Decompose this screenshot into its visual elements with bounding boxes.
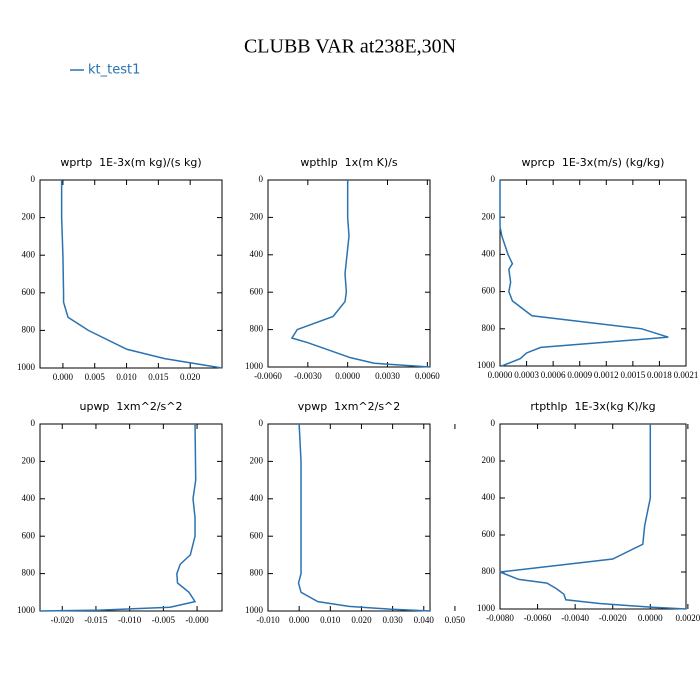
y-tick-label: 800 (22, 324, 36, 334)
y-tick-label: 200 (482, 455, 496, 465)
x-tick-label: -0.010 (118, 615, 142, 625)
panel-title: vpwp 1xm^2/s^2 (298, 400, 401, 413)
y-tick-label: 0 (491, 174, 496, 184)
y-tick-label: 600 (250, 286, 264, 296)
y-tick-label: 0 (31, 418, 36, 428)
y-tick-label: 400 (482, 248, 496, 258)
panel-title: upwp 1xm^2/s^2 (79, 400, 182, 413)
x-tick-label: 0.0060 (415, 371, 440, 381)
x-tick-label: 0.0000 (488, 370, 513, 380)
x-tick-label: 0.000 (53, 372, 74, 382)
y-tick-label: 0 (259, 418, 264, 428)
y-tick-label: 1000 (477, 603, 496, 613)
x-tick-label: 0.0006 (541, 370, 566, 380)
x-tick-label: 0.000 (289, 615, 310, 625)
y-tick-label: 1000 (477, 360, 496, 370)
panel-title: wprtp 1E-3x(m kg)/(s kg) (60, 156, 201, 169)
profile-line (39, 423, 197, 612)
x-tick-label: -0.0080 (486, 613, 514, 623)
y-tick-label: 600 (250, 530, 264, 540)
y-tick-label: 0 (491, 418, 496, 428)
x-tick-label: -0.005 (152, 615, 176, 625)
x-tick-label: -0.000 (185, 615, 209, 625)
y-tick-label: 200 (22, 212, 36, 222)
y-tick-label: 400 (250, 249, 264, 259)
y-tick-label: 0 (31, 174, 36, 184)
x-tick-label: 0.030 (382, 615, 403, 625)
plot-frame (39, 423, 223, 612)
y-tick-label: 800 (250, 568, 264, 578)
y-tick-label: 200 (250, 211, 264, 221)
profile-line (499, 424, 687, 610)
profile-line (297, 423, 431, 612)
x-tick-label: 0.005 (85, 372, 106, 382)
x-tick-label: 0.0020 (676, 613, 700, 623)
x-tick-label: -0.015 (84, 615, 108, 625)
plot-frame (499, 423, 687, 610)
y-tick-label: 800 (482, 323, 496, 333)
x-tick-label: 0.0018 (647, 370, 672, 380)
x-tick-label: -0.0060 (524, 613, 552, 623)
y-tick-label: 1000 (245, 605, 264, 615)
x-tick-label: -0.0030 (294, 371, 322, 381)
y-tick-label: 600 (22, 287, 36, 297)
y-tick-label: 400 (482, 492, 496, 502)
x-tick-label: 0.0003 (514, 370, 539, 380)
panel-title: rtpthlp 1E-3x(kg K)/kg (530, 400, 655, 413)
profile-line (499, 180, 669, 367)
y-tick-label: 1000 (17, 362, 36, 372)
y-tick-label: 1000 (17, 605, 36, 615)
y-tick-label: 200 (22, 455, 36, 465)
x-tick-label: 0.020 (180, 372, 201, 382)
y-tick-label: 1000 (245, 361, 264, 371)
y-tick-label: 800 (250, 324, 264, 334)
figure-title: CLUBB VAR at238E,30N (244, 36, 456, 58)
x-tick-label: 0.0021 (674, 370, 699, 380)
x-tick-label: 0.0000 (638, 613, 663, 623)
x-tick-label: -0.0040 (561, 613, 589, 623)
x-tick-label: 0.0009 (567, 370, 592, 380)
x-tick-label: 0.010 (320, 615, 341, 625)
x-tick-label: 0.015 (148, 372, 169, 382)
x-tick-label: 0.020 (351, 615, 372, 625)
x-tick-label: -0.010 (256, 615, 280, 625)
y-tick-label: 200 (250, 455, 264, 465)
x-tick-label: 0.040 (414, 615, 435, 625)
plot-frame (39, 179, 223, 369)
y-tick-label: 400 (22, 493, 36, 503)
x-tick-label: 0.0000 (335, 371, 360, 381)
profile-line (60, 180, 223, 369)
y-tick-label: 600 (22, 530, 36, 540)
x-tick-label: 0.0012 (594, 370, 619, 380)
y-tick-label: 200 (482, 211, 496, 221)
y-tick-label: 600 (482, 529, 496, 539)
panel-title: wpthlp 1x(m K)/s (300, 156, 398, 169)
panel-title: wprcp 1E-3x(m/s) (kg/kg) (522, 156, 665, 169)
legend-label: kt_test1 (88, 63, 140, 78)
x-tick-label: -0.0060 (254, 371, 282, 381)
plot-frame (267, 423, 431, 612)
profile-line (290, 180, 431, 368)
y-tick-label: 800 (482, 566, 496, 576)
plot-frame (267, 179, 431, 368)
x-tick-label: 0.050 (445, 615, 466, 625)
x-tick-label: -0.0020 (599, 613, 627, 623)
x-tick-label: 0.0015 (620, 370, 645, 380)
plot-frame (499, 179, 687, 367)
y-tick-label: 800 (22, 568, 36, 578)
x-tick-label: 0.010 (116, 372, 137, 382)
y-tick-label: 0 (259, 174, 264, 184)
y-tick-label: 400 (250, 493, 264, 503)
x-tick-label: 0.0030 (375, 371, 400, 381)
y-tick-label: 600 (482, 286, 496, 296)
x-tick-label: -0.020 (51, 615, 75, 625)
y-tick-label: 400 (22, 249, 36, 259)
